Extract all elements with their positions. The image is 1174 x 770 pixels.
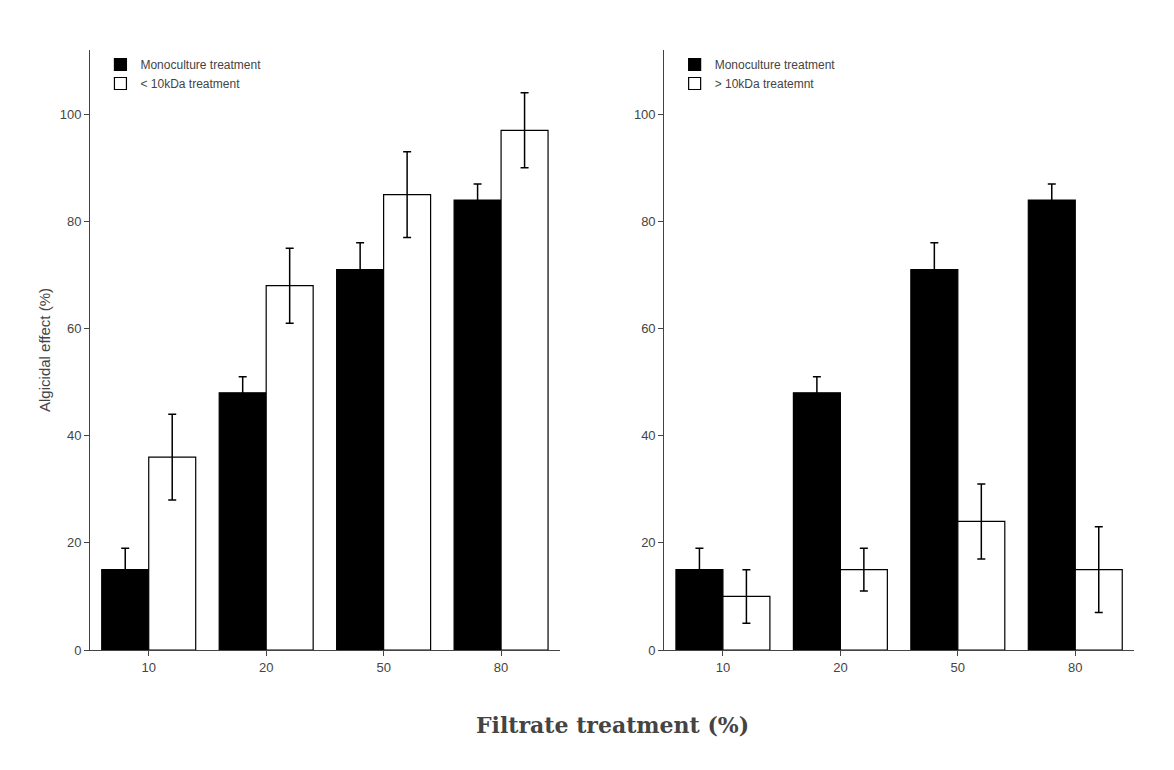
svg-text:80: 80 xyxy=(1068,660,1082,675)
svg-text:Monoculture treatment: Monoculture treatment xyxy=(715,58,836,72)
svg-text:80: 80 xyxy=(67,214,81,229)
svg-text:Filtrate treatment (%): Filtrate treatment (%) xyxy=(476,712,749,738)
svg-text:20: 20 xyxy=(641,535,655,550)
svg-text:100: 100 xyxy=(60,107,82,122)
svg-text:Algicidal effect (%): Algicidal effect (%) xyxy=(36,288,53,412)
svg-text:80: 80 xyxy=(641,214,655,229)
svg-text:10: 10 xyxy=(141,660,155,675)
svg-text:60: 60 xyxy=(641,321,655,336)
svg-text:> 10kDa treatemnt: > 10kDa treatemnt xyxy=(715,77,815,91)
svg-text:20: 20 xyxy=(259,660,273,675)
svg-text:40: 40 xyxy=(641,428,655,443)
svg-text:50: 50 xyxy=(951,660,965,675)
svg-text:0: 0 xyxy=(648,643,655,658)
svg-text:10: 10 xyxy=(716,660,730,675)
svg-text:40: 40 xyxy=(67,428,81,443)
svg-text:Monoculture treatment: Monoculture treatment xyxy=(140,58,261,72)
svg-text:< 10kDa treatment: < 10kDa treatment xyxy=(140,77,240,91)
svg-text:50: 50 xyxy=(376,660,390,675)
svg-text:20: 20 xyxy=(67,535,81,550)
svg-text:60: 60 xyxy=(67,321,81,336)
svg-text:0: 0 xyxy=(74,643,81,658)
svg-text:100: 100 xyxy=(634,107,656,122)
svg-text:20: 20 xyxy=(833,660,847,675)
svg-text:80: 80 xyxy=(494,660,508,675)
